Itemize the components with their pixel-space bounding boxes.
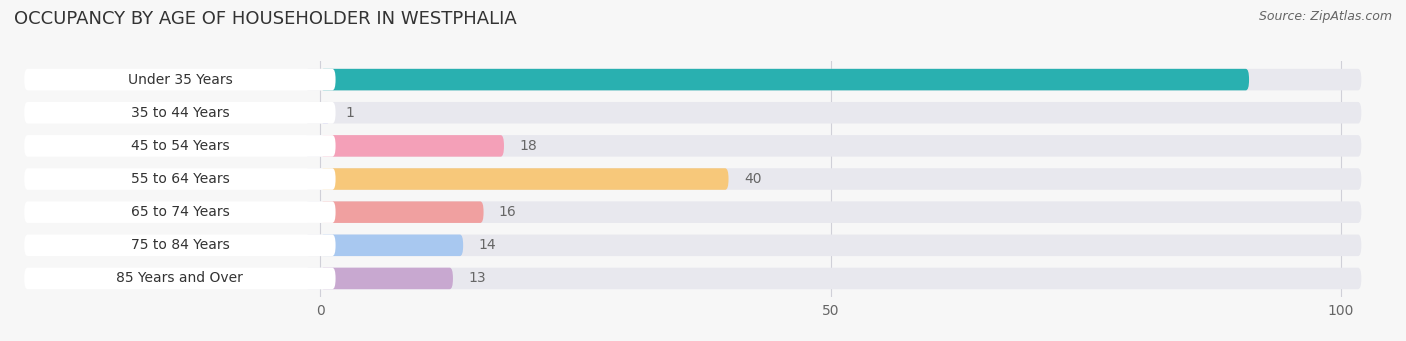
Text: 13: 13 — [468, 271, 486, 285]
Text: Under 35 Years: Under 35 Years — [128, 73, 232, 87]
FancyBboxPatch shape — [24, 268, 336, 289]
FancyBboxPatch shape — [305, 135, 1361, 157]
FancyBboxPatch shape — [321, 268, 453, 289]
Text: 45 to 54 Years: 45 to 54 Years — [131, 139, 229, 153]
FancyBboxPatch shape — [305, 268, 1361, 289]
FancyBboxPatch shape — [24, 69, 336, 90]
FancyBboxPatch shape — [24, 102, 336, 123]
FancyBboxPatch shape — [321, 168, 728, 190]
Text: 16: 16 — [499, 205, 516, 219]
Text: 14: 14 — [478, 238, 496, 252]
Text: 65 to 74 Years: 65 to 74 Years — [131, 205, 229, 219]
FancyBboxPatch shape — [24, 135, 336, 157]
FancyBboxPatch shape — [305, 168, 1361, 190]
FancyBboxPatch shape — [305, 202, 1361, 223]
Text: 75 to 84 Years: 75 to 84 Years — [131, 238, 229, 252]
Text: Source: ZipAtlas.com: Source: ZipAtlas.com — [1258, 10, 1392, 23]
Text: 35 to 44 Years: 35 to 44 Years — [131, 106, 229, 120]
Text: 91: 91 — [1220, 73, 1239, 87]
FancyBboxPatch shape — [321, 102, 330, 123]
FancyBboxPatch shape — [321, 135, 503, 157]
Text: 85 Years and Over: 85 Years and Over — [117, 271, 243, 285]
FancyBboxPatch shape — [24, 168, 336, 190]
Text: 1: 1 — [346, 106, 354, 120]
FancyBboxPatch shape — [24, 202, 336, 223]
FancyBboxPatch shape — [24, 235, 336, 256]
FancyBboxPatch shape — [305, 102, 1361, 123]
FancyBboxPatch shape — [321, 235, 463, 256]
FancyBboxPatch shape — [321, 202, 484, 223]
FancyBboxPatch shape — [321, 69, 1249, 90]
Text: 55 to 64 Years: 55 to 64 Years — [131, 172, 229, 186]
Text: OCCUPANCY BY AGE OF HOUSEHOLDER IN WESTPHALIA: OCCUPANCY BY AGE OF HOUSEHOLDER IN WESTP… — [14, 10, 517, 28]
Text: 40: 40 — [744, 172, 761, 186]
Text: 18: 18 — [519, 139, 537, 153]
FancyBboxPatch shape — [305, 69, 1361, 90]
FancyBboxPatch shape — [305, 235, 1361, 256]
